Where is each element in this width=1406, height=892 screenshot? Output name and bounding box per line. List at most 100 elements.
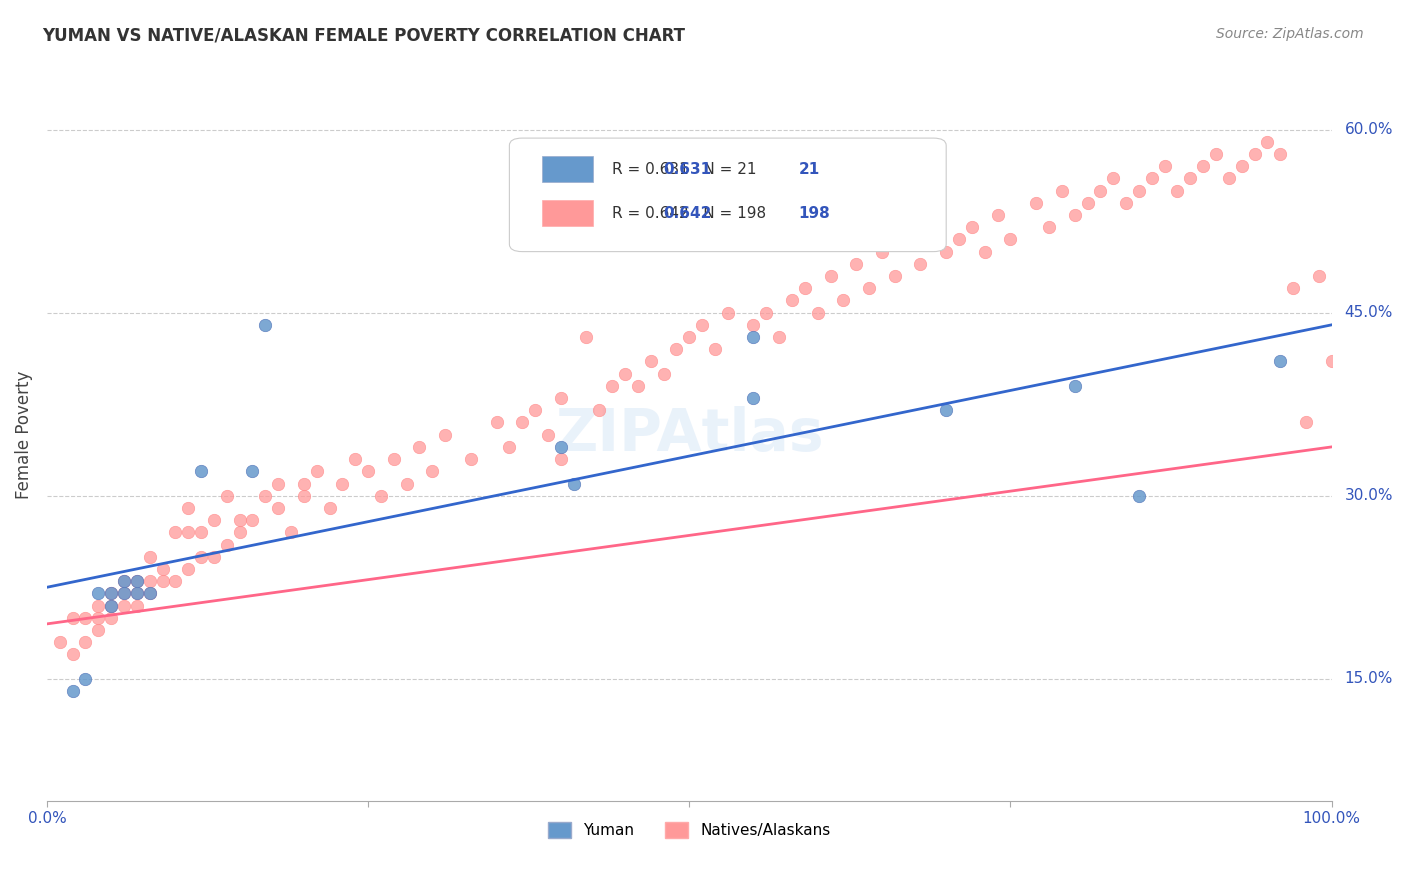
- Point: [112, 586, 135, 600]
- Y-axis label: Female Poverty: Female Poverty: [15, 370, 32, 499]
- Text: 45.0%: 45.0%: [1344, 305, 1393, 320]
- Point: [100, 599, 122, 613]
- Point: [125, 586, 148, 600]
- Point: [100, 599, 122, 613]
- Point: [242, 513, 264, 527]
- Point: [1050, 184, 1073, 198]
- Text: ZIPAtlas: ZIPAtlas: [555, 406, 824, 463]
- Point: [125, 574, 148, 589]
- Point: [332, 476, 354, 491]
- Point: [807, 305, 830, 319]
- Point: [87, 586, 110, 600]
- Point: [742, 391, 765, 405]
- Point: [228, 513, 250, 527]
- Point: [1140, 171, 1163, 186]
- Point: [820, 268, 842, 283]
- Point: [190, 549, 212, 564]
- Point: [165, 574, 187, 589]
- Point: [202, 549, 225, 564]
- Point: [1025, 195, 1047, 210]
- Text: 198: 198: [799, 206, 830, 221]
- Point: [254, 318, 277, 332]
- Point: [1180, 171, 1202, 186]
- Point: [112, 574, 135, 589]
- Text: 21: 21: [799, 162, 820, 178]
- Point: [627, 379, 650, 393]
- Point: [112, 586, 135, 600]
- Point: [318, 500, 340, 515]
- Point: [498, 440, 520, 454]
- Text: R = 0.631   N = 21: R = 0.631 N = 21: [612, 162, 756, 178]
- Point: [215, 489, 238, 503]
- Point: [190, 525, 212, 540]
- Point: [845, 257, 868, 271]
- Legend: Yuman, Natives/Alaskans: Yuman, Natives/Alaskans: [543, 816, 837, 845]
- Point: [910, 257, 932, 271]
- Point: [1102, 171, 1125, 186]
- Point: [292, 476, 315, 491]
- Point: [152, 562, 174, 576]
- Point: [112, 599, 135, 613]
- Point: [1218, 171, 1240, 186]
- Point: [152, 574, 174, 589]
- Point: [125, 599, 148, 613]
- Point: [75, 672, 97, 686]
- Point: [280, 525, 302, 540]
- Point: [1192, 159, 1215, 173]
- Point: [678, 171, 700, 186]
- Point: [138, 574, 160, 589]
- Text: Source: ZipAtlas.com: Source: ZipAtlas.com: [1216, 27, 1364, 41]
- Point: [395, 476, 418, 491]
- Point: [678, 330, 700, 344]
- Point: [922, 220, 945, 235]
- Point: [780, 293, 803, 308]
- Point: [1243, 147, 1265, 161]
- Point: [292, 489, 315, 503]
- Point: [550, 440, 572, 454]
- Point: [190, 464, 212, 478]
- Point: [1270, 147, 1292, 161]
- Point: [640, 354, 662, 368]
- Point: [550, 391, 572, 405]
- Point: [75, 611, 97, 625]
- Point: [987, 208, 1010, 222]
- Text: 0.631: 0.631: [664, 162, 711, 178]
- Point: [1295, 416, 1317, 430]
- Point: [1038, 220, 1060, 235]
- Point: [832, 293, 855, 308]
- Point: [100, 611, 122, 625]
- Point: [1282, 281, 1305, 295]
- Point: [1063, 379, 1085, 393]
- Point: [357, 464, 380, 478]
- Point: [344, 452, 367, 467]
- Text: 60.0%: 60.0%: [1344, 122, 1393, 137]
- Point: [138, 549, 160, 564]
- Point: [254, 489, 277, 503]
- Point: [1128, 184, 1150, 198]
- FancyBboxPatch shape: [541, 201, 593, 226]
- Point: [858, 281, 880, 295]
- Point: [267, 500, 290, 515]
- Point: [600, 379, 623, 393]
- Point: [537, 427, 560, 442]
- Point: [382, 452, 405, 467]
- Point: [87, 599, 110, 613]
- Point: [112, 574, 135, 589]
- Point: [703, 343, 725, 357]
- Point: [1230, 159, 1253, 173]
- Point: [510, 416, 533, 430]
- Point: [242, 464, 264, 478]
- Point: [370, 489, 392, 503]
- Text: 30.0%: 30.0%: [1344, 488, 1393, 503]
- Point: [1076, 195, 1098, 210]
- Point: [1270, 354, 1292, 368]
- FancyBboxPatch shape: [541, 156, 593, 182]
- Point: [87, 611, 110, 625]
- Point: [215, 537, 238, 551]
- Point: [897, 232, 920, 246]
- Point: [1308, 268, 1330, 283]
- Point: [267, 476, 290, 491]
- Point: [935, 403, 957, 417]
- Point: [48, 635, 70, 649]
- Point: [138, 586, 160, 600]
